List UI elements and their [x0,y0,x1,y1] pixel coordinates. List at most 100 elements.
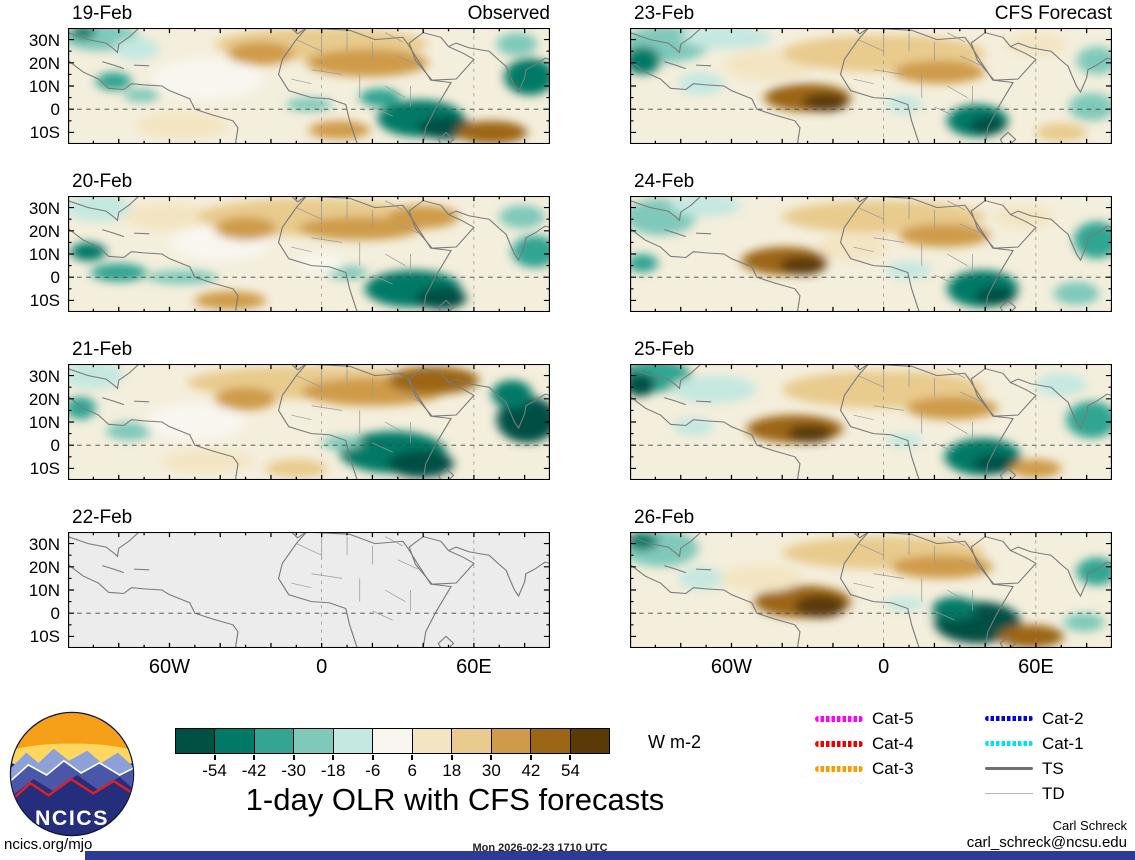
legend-item-cat-3: Cat-3 [815,756,914,781]
bottom-blue-bar [85,851,1135,860]
colorbar-cell-1 [215,729,255,753]
lat-tick-label-20n: 20N [28,557,60,577]
colorbar [175,728,610,754]
colorbar-tick-label-30: 30 [481,761,501,780]
colorbar-cell-7 [452,729,492,753]
map-field [630,364,1112,480]
map-field [630,28,1112,144]
legend-item-ts: TS [985,756,1084,781]
lat-tick-label-30n: 30N [28,534,60,554]
colorbar-tick [253,755,256,760]
panel-date-label: 20-Feb [72,171,133,192]
colorbar-cell-6 [412,729,453,753]
colorbar-tick [450,755,453,760]
storm-legend-column-2: Cat-2 Cat-1 TS TD [985,706,1084,806]
colorbar-cell-9 [531,729,571,753]
colorbar-tick [332,755,335,760]
map-panel-23-feb: 23-Feb CFS Forecast [630,3,1112,144]
colorbar-cell-10 [570,729,609,753]
colorbar-tick [292,755,295,760]
lon-tick-label-60e: 60E [456,656,492,678]
colorbar-cell-5 [373,729,413,753]
map-field [68,28,550,144]
map-panel-21-feb: 21-Feb [68,339,550,480]
legend-line-td [985,792,1033,795]
colorbar-unit: W m-2 [648,732,701,752]
lat-tick-label-10n: 10N [28,77,60,96]
colorbar-tick [529,755,532,760]
panel-date-label: 26-Feb [634,507,695,528]
colorbar-cell-8 [491,729,532,753]
map-field [630,532,1112,648]
colorbar-tick-label-18: 18 [442,761,462,780]
legend-item-cat-1: Cat-1 [985,731,1084,756]
colorbar-tick-label--6: -6 [365,761,381,780]
lat-tick-label-10s: 10S [29,459,60,479]
colorbar-tick-label-6: 6 [407,761,417,780]
lon-tick-label-60w: 60W [148,656,191,678]
footer-credit-email: carl_schreck@ncsu.edu [966,834,1127,851]
lat-tick-label-20n: 20N [28,53,60,73]
footer-site-url: ncics.org/mjo [4,836,93,853]
map-field [68,196,550,312]
panel-date-label: 25-Feb [634,339,695,360]
map-panel-25-feb: 25-Feb [630,339,1112,480]
map-panel-20-feb: 20-Feb [68,171,550,312]
colorbar-tick [411,755,414,760]
legend-item-cat-2: Cat-2 [985,706,1084,731]
legend-line-cat-5 [815,715,863,722]
colorbar-tick-label-54: 54 [560,761,580,780]
lat-tick-label-0: 0 [50,100,60,120]
map-panel-26-feb: 26-Feb [630,507,1112,648]
legend-label: Cat-2 [1042,708,1084,728]
lat-tick-label-10s: 10S [29,627,60,647]
column-title-observed: Observed [467,3,550,24]
legend-item-cat-4: Cat-4 [815,731,914,756]
lon-tick-label-0: 0 [316,656,328,678]
panel-date-label: 19-Feb [72,3,133,24]
lat-tick-label-10n: 10N [28,245,60,264]
colorbar-tick [213,755,216,760]
legend-item-cat-5: Cat-5 [815,706,914,731]
legend-line-cat-2 [985,716,1033,721]
lat-tick-label-20n: 20N [28,389,60,409]
lat-tick-label-20n: 20N [28,221,60,241]
lat-tick-label-30n: 30N [28,366,60,386]
colorbar-tick-label--18: -18 [320,761,346,780]
colorbar-cell-3 [294,729,334,753]
legend-label: Cat-4 [872,733,914,753]
legend-line-ts [985,767,1033,770]
legend-item-td: TD [985,781,1084,806]
lat-tick-label-10n: 10N [28,413,60,432]
lat-tick-label-0: 0 [50,436,60,456]
legend-label: TS [1042,758,1064,778]
legend-label: TD [1042,783,1065,803]
lat-tick-label-10n: 10N [28,581,60,600]
panel-date-label: 22-Feb [72,507,133,528]
lon-tick-label-60e: 60E [1018,656,1054,678]
lat-tick-label-30n: 30N [28,198,60,218]
lat-tick-label-0: 0 [50,604,60,624]
map-panel-24-feb: 24-Feb [630,171,1112,312]
map-field [68,532,550,648]
lat-tick-label-30n: 30N [28,30,60,50]
storm-legend-column-1: Cat-5 Cat-4 Cat-3 [815,706,914,781]
lat-tick-label-0: 0 [50,268,60,288]
colorbar-cell-2 [254,729,295,753]
colorbar-tick [371,755,374,760]
colorbar-tick-label-42: 42 [521,761,541,780]
legend-line-cat-1 [985,741,1033,746]
colorbar-tick-label--54: -54 [202,761,227,780]
map-panel-22-feb: 22-Feb [68,507,550,648]
lat-tick-label-10s: 10S [29,291,60,311]
logo-text: NCICS [35,806,109,830]
colorbar-tick [569,755,572,760]
panel-date-label: 24-Feb [634,171,695,192]
map-panel-19-feb: 19-Feb Observed [68,3,550,144]
figure-title: 1-day OLR with CFS forecasts [245,782,665,817]
legend-line-cat-4 [815,740,863,747]
legend-line-cat-3 [815,765,863,772]
lon-tick-label-60w: 60W [710,656,753,678]
map-field [630,196,1112,312]
